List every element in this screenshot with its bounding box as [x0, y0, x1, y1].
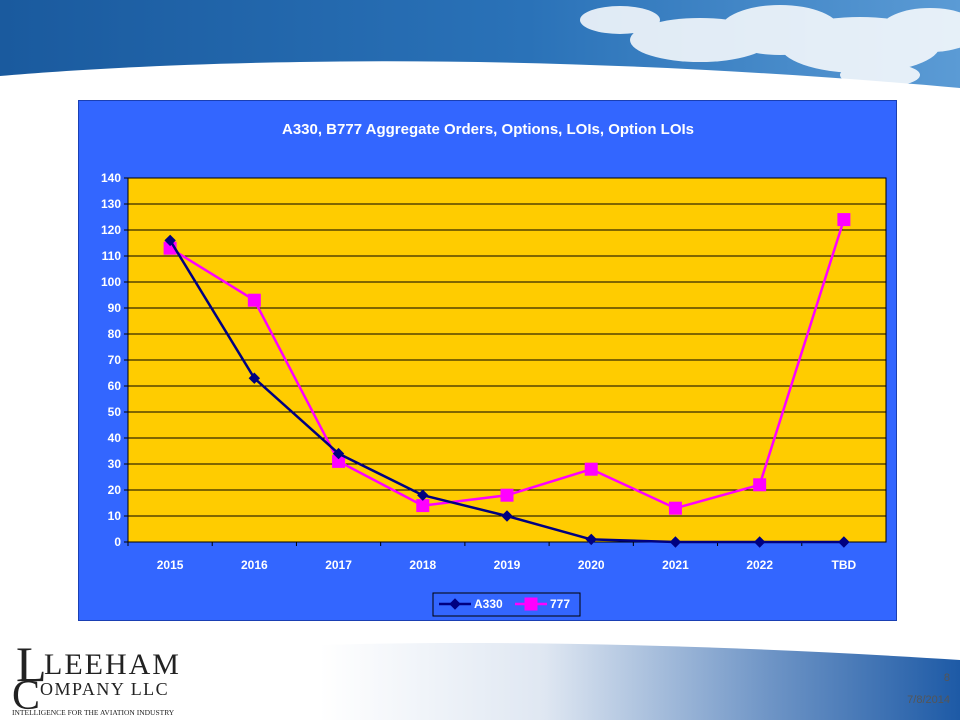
svg-text:L: L: [16, 637, 47, 692]
svg-text:OMPANY LLC: OMPANY LLC: [40, 679, 169, 699]
data-point-777: [837, 213, 851, 227]
x-tick-label: 2021: [662, 558, 689, 572]
x-tick-label: 2018: [409, 558, 436, 572]
y-tick-label: 30: [108, 457, 122, 471]
data-point-777: [753, 478, 767, 492]
y-tick-label: 60: [108, 379, 122, 393]
y-tick-label: 80: [108, 327, 122, 341]
data-point-777: [584, 462, 598, 476]
y-tick-label: 120: [101, 223, 121, 237]
x-tick-label: 2016: [241, 558, 268, 572]
y-tick-label: 70: [108, 353, 122, 367]
leeham-company-logo: L LEEHAM C OMPANY LLC INTELLIGENCE FOR T…: [10, 636, 190, 719]
chart-title: A330, B777 Aggregate Orders, Options, LO…: [282, 121, 694, 138]
y-tick-label: 130: [101, 197, 121, 211]
data-point-a330: [669, 536, 682, 548]
svg-text:C: C: [12, 673, 40, 717]
page-number: 8: [943, 672, 950, 684]
chart-panel: A330, B777 Aggregate Orders, Options, LO…: [78, 100, 897, 621]
data-point-777: [416, 499, 430, 513]
y-tick-label: 110: [102, 249, 122, 263]
y-tick-label: 100: [101, 275, 121, 289]
data-point-a330: [332, 447, 345, 460]
data-point-a330: [164, 234, 176, 247]
data-point-a330: [248, 372, 261, 384]
legend-marker-a330: [449, 598, 461, 610]
x-tick-label: 2015: [157, 558, 184, 572]
data-point-a330: [501, 510, 513, 522]
slide-footer-wave: [320, 642, 960, 720]
data-point-a330: [838, 536, 850, 548]
y-tick-label: 90: [108, 301, 122, 315]
x-tick-label: 2022: [746, 558, 773, 572]
legend-marker-777: [524, 597, 538, 611]
data-point-a330: [417, 489, 429, 501]
legend-label-a330: A330: [474, 597, 503, 611]
x-tick-label: 2019: [494, 558, 521, 572]
data-point-777: [668, 501, 682, 515]
x-tick-label: TBD: [832, 558, 857, 572]
y-tick-label: 10: [108, 509, 122, 523]
y-tick-label: 140: [101, 171, 121, 185]
data-point-777: [500, 488, 514, 502]
chart-legend: A330 777: [432, 592, 581, 617]
slide-header-banner: [0, 0, 960, 88]
y-tick-label: 0: [114, 535, 121, 549]
y-tick-label: 20: [108, 483, 122, 497]
line-chart: A330, B777 Aggregate Orders, Options, LO…: [101, 121, 887, 617]
slide-date: 7/8/2014: [907, 694, 950, 706]
logo-graphic: L LEEHAM C OMPANY LLC INTELLIGENCE FOR T…: [12, 636, 181, 719]
data-point-a330: [585, 533, 597, 546]
svg-text:LEEHAM: LEEHAM: [44, 648, 181, 681]
legend-label-777: 777: [550, 597, 570, 611]
y-tick-label: 50: [108, 405, 122, 419]
svg-text:INTELLIGENCE FOR THE AVIATION: INTELLIGENCE FOR THE AVIATION INDUSTRY: [12, 708, 175, 717]
x-tick-label: 2017: [325, 558, 352, 572]
x-tick-label: 2020: [578, 558, 605, 572]
data-point-a330: [753, 536, 766, 548]
data-point-777: [247, 293, 261, 307]
y-tick-label: 40: [108, 431, 122, 445]
